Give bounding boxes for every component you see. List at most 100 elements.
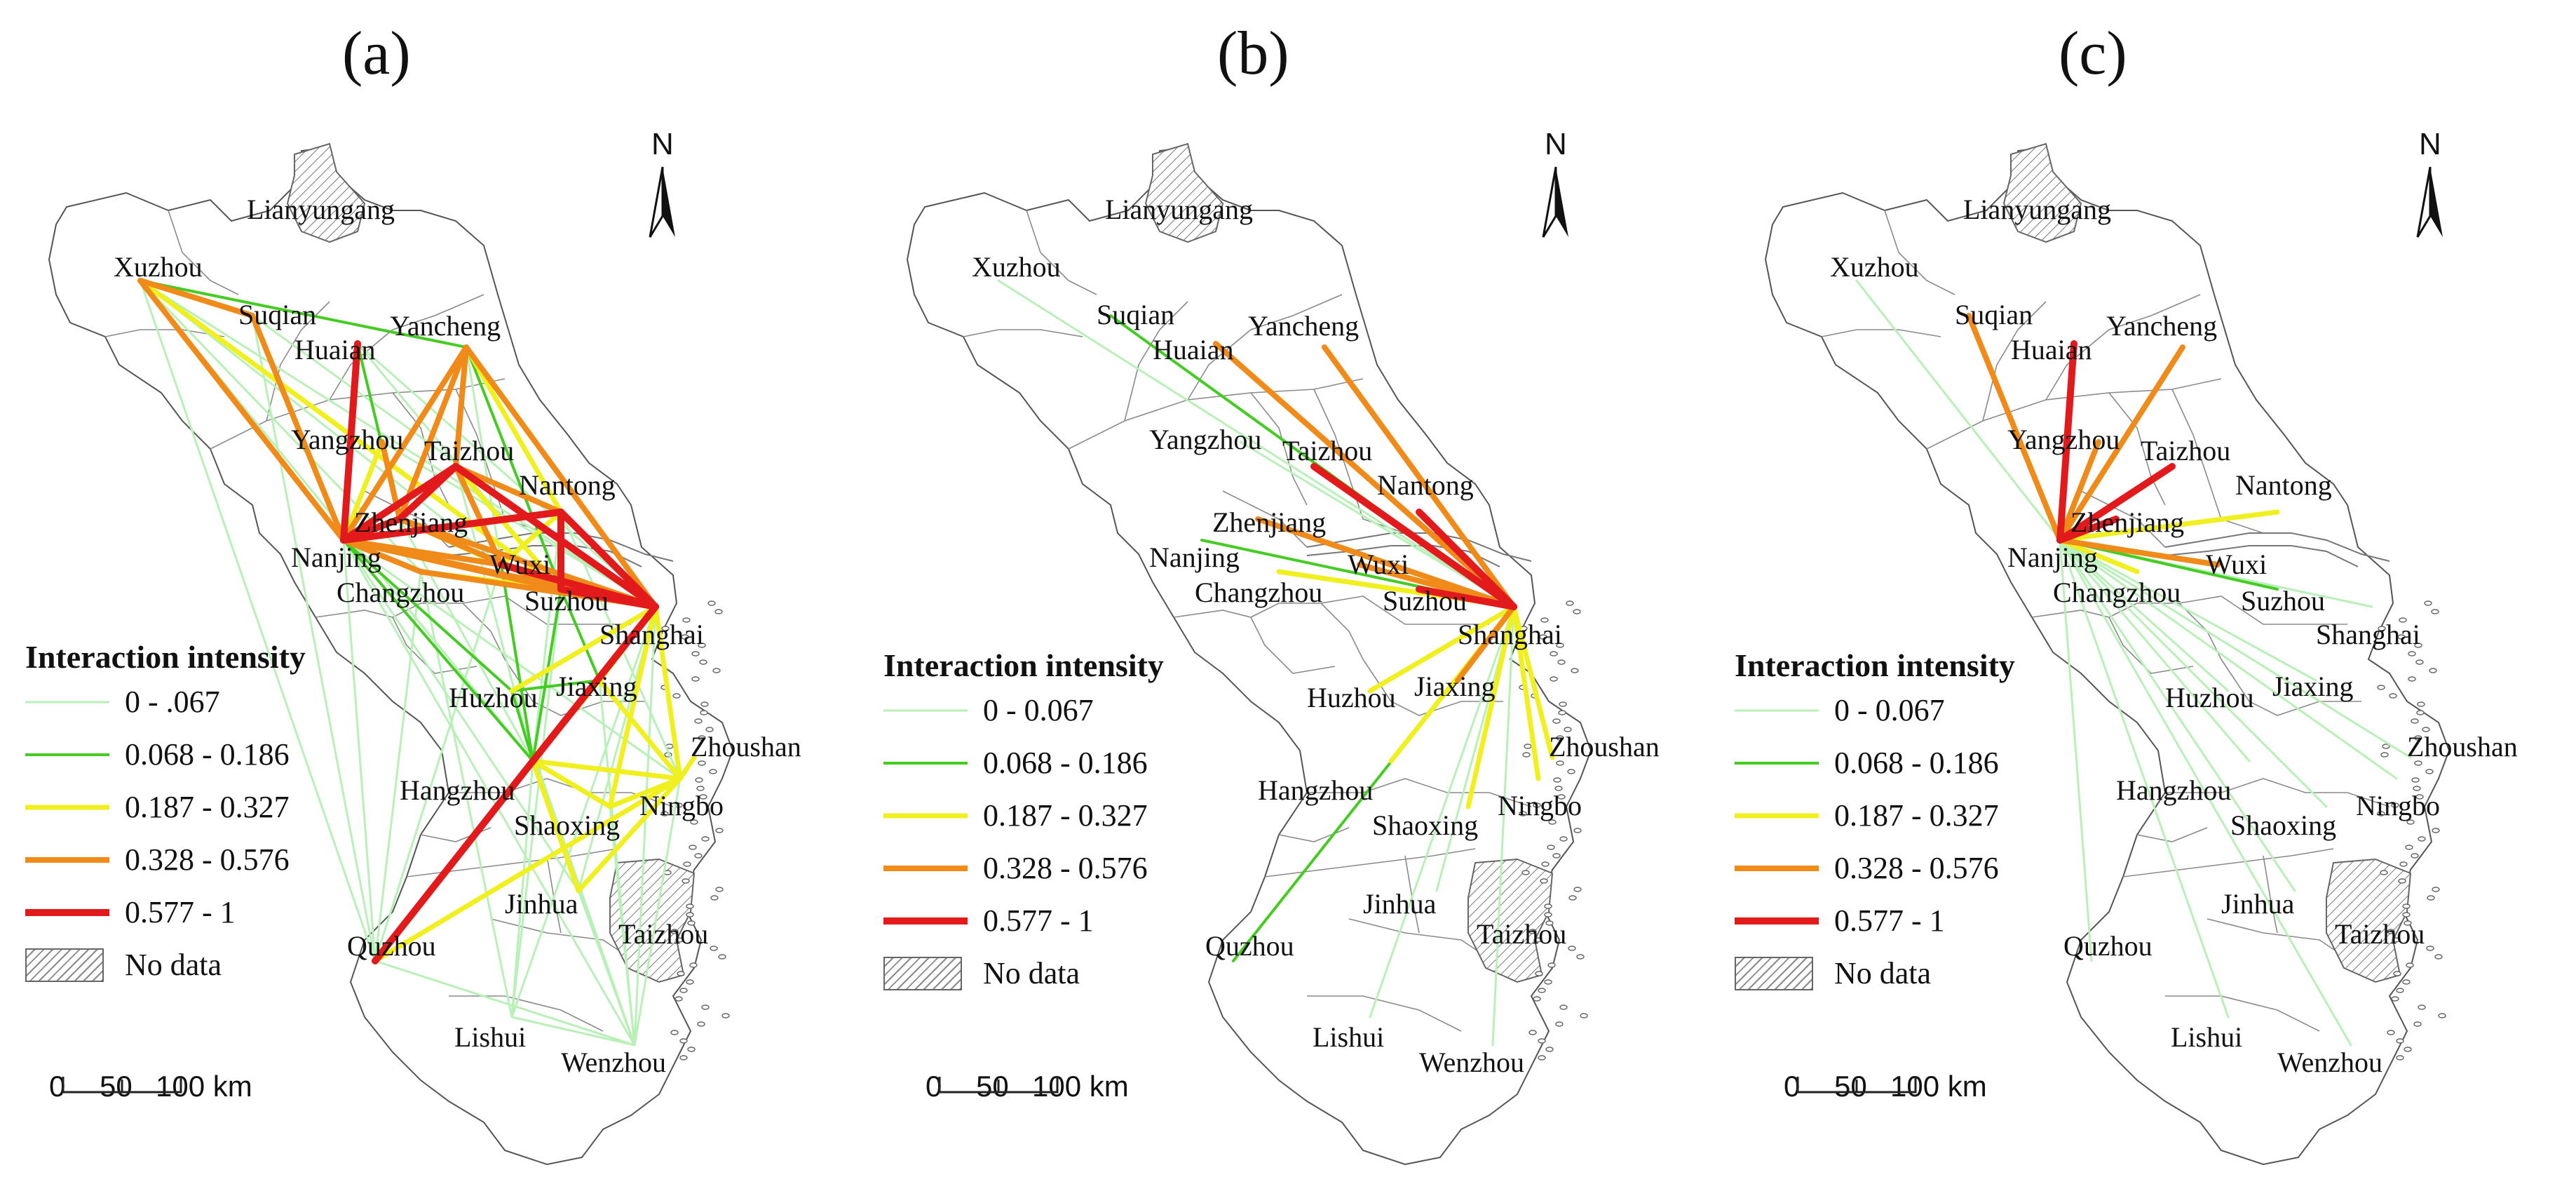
city-label: Yangzhou bbox=[2007, 424, 2120, 455]
island bbox=[2380, 752, 2389, 758]
city-label: Zhoushan bbox=[691, 731, 801, 762]
prefecture-boundary bbox=[1926, 378, 2222, 450]
island bbox=[697, 1021, 705, 1027]
prefecture-boundary bbox=[1278, 827, 1350, 842]
city-label: Huaian bbox=[1153, 334, 1234, 365]
island bbox=[710, 946, 718, 951]
flow-line bbox=[454, 465, 534, 762]
legend-item: 0.187 - 0.327 bbox=[1735, 789, 2015, 842]
city-label: Wenzhou bbox=[2277, 1047, 2382, 1078]
city-label: Yangzhou bbox=[1149, 424, 1261, 455]
island bbox=[1544, 979, 1552, 985]
legend-item: 0.068 - 0.186 bbox=[25, 728, 306, 781]
legend-item: No data bbox=[25, 939, 306, 991]
island bbox=[1559, 836, 1568, 842]
flow-line bbox=[530, 758, 581, 894]
island bbox=[2414, 643, 2422, 648]
region-outline bbox=[1764, 146, 2450, 1166]
island bbox=[691, 651, 700, 657]
city-label: Huzhou bbox=[2165, 682, 2254, 713]
city-label: Wuxi bbox=[2206, 549, 2267, 580]
island bbox=[687, 1047, 696, 1052]
prefecture-boundary bbox=[2165, 995, 2320, 1032]
island bbox=[681, 634, 689, 640]
island bbox=[2406, 962, 2414, 968]
flow-line bbox=[557, 586, 659, 610]
island bbox=[1522, 752, 1531, 758]
island bbox=[2387, 929, 2395, 934]
island bbox=[710, 895, 719, 901]
island bbox=[1528, 929, 1537, 934]
flow-line bbox=[633, 605, 657, 1047]
legend-label: 0.328 - 0.576 bbox=[983, 851, 1148, 885]
flow-line bbox=[2059, 539, 2296, 892]
scale-zero: 0 bbox=[49, 1070, 66, 1103]
legend-item: 0 - 0.067 bbox=[1735, 684, 2015, 737]
legend-label: 0 - .067 bbox=[125, 685, 220, 719]
island bbox=[698, 735, 706, 741]
island bbox=[2392, 937, 2400, 943]
legend-label: 0.577 - 1 bbox=[983, 903, 1094, 938]
flow-line bbox=[372, 776, 683, 964]
city-label: Taizhou bbox=[618, 918, 708, 950]
flow-line bbox=[2059, 539, 2352, 1047]
prefecture-boundary bbox=[2221, 659, 2361, 716]
city-label: Huaian bbox=[2011, 334, 2092, 365]
legend-label: 0.328 - 0.576 bbox=[125, 842, 290, 877]
no-data-area bbox=[2002, 142, 2082, 243]
flow-line bbox=[598, 679, 636, 1047]
legend-label: No data bbox=[983, 956, 1080, 990]
scale-ruler bbox=[1796, 1077, 1917, 1094]
scale-bar: 0 50 100 km bbox=[1784, 1070, 2036, 1106]
island bbox=[660, 811, 669, 816]
island bbox=[700, 701, 709, 707]
map-canvas: Lianyungang Xuzhou Suqian Huaian Yancheng Yan… bbox=[48, 142, 801, 1166]
island bbox=[674, 996, 683, 1002]
city-label: Yancheng bbox=[1248, 310, 1359, 342]
island bbox=[679, 1055, 688, 1061]
legend-label: 0 - 0.067 bbox=[1834, 693, 1945, 727]
city-label: Wenzhou bbox=[561, 1047, 666, 1078]
island bbox=[2399, 861, 2408, 867]
map-canvas: Lianyungang Xuzhou Suqian Huaian Yancheng Yan… bbox=[1764, 142, 2518, 1166]
island bbox=[2434, 954, 2443, 960]
island bbox=[694, 853, 703, 859]
flow-line bbox=[397, 344, 469, 522]
island bbox=[1533, 802, 1541, 808]
legend-label: 0.187 - 0.327 bbox=[125, 790, 290, 824]
island bbox=[1538, 1055, 1546, 1061]
island bbox=[696, 786, 705, 791]
island bbox=[2414, 735, 2422, 741]
city-label: Zhenjiang bbox=[2070, 506, 2184, 538]
city-label: Lianyungang bbox=[1105, 194, 1253, 225]
flow-line bbox=[510, 605, 657, 1018]
flow-line bbox=[374, 960, 636, 1047]
island bbox=[2389, 693, 2397, 699]
island bbox=[1538, 1038, 1546, 1044]
city-label: Hangzhou bbox=[2116, 774, 2231, 806]
flow-line bbox=[500, 563, 534, 762]
flow-line bbox=[576, 776, 683, 894]
legend-label: 0 - 0.067 bbox=[983, 693, 1094, 727]
city-label: Shanghai bbox=[1458, 619, 1562, 650]
legend-item: 0.068 - 0.186 bbox=[1735, 737, 2015, 789]
prefecture-boundary bbox=[2171, 389, 2264, 534]
flow-line bbox=[510, 679, 601, 692]
island bbox=[2402, 903, 2411, 909]
city-label: Suqian bbox=[1097, 299, 1174, 330]
flow-line bbox=[342, 539, 636, 1047]
island bbox=[2399, 617, 2407, 623]
legend-item: 0.187 - 0.327 bbox=[25, 781, 306, 833]
prefecture-boundary bbox=[2108, 392, 2166, 506]
legend: Interaction intensity 0 - 0.067 0.068 - … bbox=[883, 647, 1164, 1000]
island bbox=[2387, 1030, 2395, 1035]
prefecture-boundary bbox=[2165, 778, 2390, 807]
island bbox=[1521, 870, 1530, 875]
flow-line bbox=[251, 314, 377, 962]
island bbox=[1550, 651, 1558, 657]
island bbox=[1556, 643, 1564, 648]
flow-line bbox=[1367, 604, 1517, 694]
island bbox=[2396, 1038, 2404, 1044]
island bbox=[2418, 836, 2426, 842]
island bbox=[695, 777, 703, 783]
